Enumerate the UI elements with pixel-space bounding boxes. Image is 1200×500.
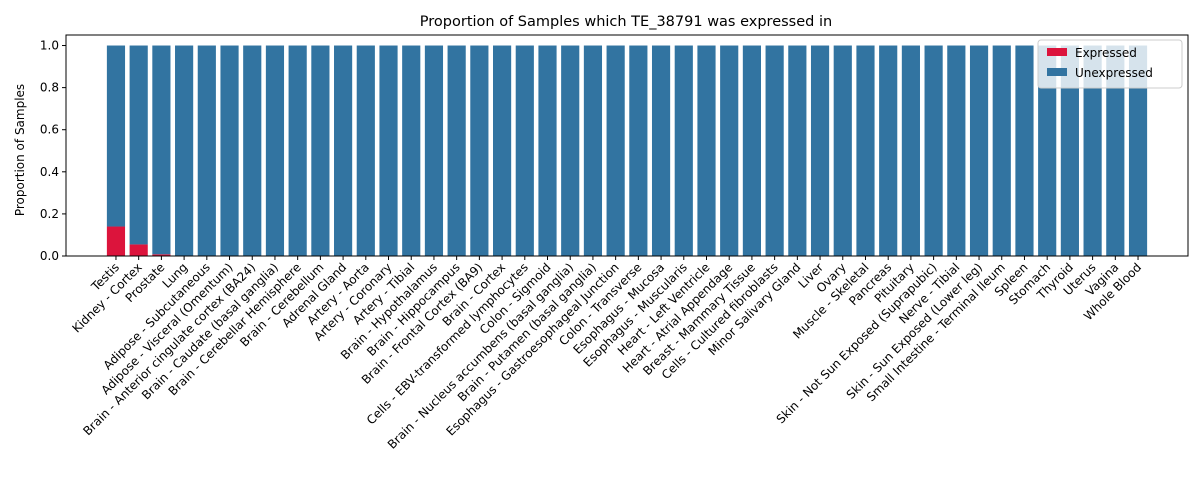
bar-unexpressed-18 [515, 45, 534, 256]
legend: Expressed Unexpressed [1037, 39, 1183, 89]
y-tick-label: 0.8 [40, 81, 59, 95]
legend-label-expressed: Expressed [1075, 46, 1137, 60]
bar-unexpressed-6 [243, 45, 262, 256]
bar-unexpressed-26 [697, 45, 716, 256]
y-axis-label: Proportion of Samples [13, 84, 27, 216]
bar-unexpressed-19 [538, 45, 557, 256]
y-tick-label: 0.0 [40, 249, 59, 263]
bar-unexpressed-14 [424, 45, 444, 256]
bar-unexpressed-2 [152, 45, 171, 255]
bar-unexpressed-30 [788, 45, 807, 256]
bar-unexpressed-16 [470, 45, 489, 256]
y-tick-label: 0.4 [40, 165, 59, 179]
legend-box [1037, 39, 1183, 89]
bar-unexpressed-33 [856, 45, 875, 256]
bar-unexpressed-7 [265, 45, 285, 256]
bar-unexpressed-25 [674, 45, 693, 256]
bar-unexpressed-43 [1083, 45, 1102, 256]
legend-swatch-unexpressed [1047, 68, 1067, 76]
plot-border [65, 34, 1189, 257]
bar-unexpressed-35 [901, 45, 920, 256]
bar-unexpressed-4 [197, 45, 216, 256]
y-tick-label: 1.0 [40, 39, 59, 53]
bar-unexpressed-24 [651, 45, 671, 256]
bar-unexpressed-32 [833, 45, 852, 256]
bar-unexpressed-36 [924, 45, 943, 256]
bar-unexpressed-45 [1128, 45, 1148, 256]
bar-unexpressed-20 [561, 45, 580, 256]
bar-unexpressed-23 [629, 45, 648, 256]
bar-unexpressed-10 [334, 45, 353, 256]
bar-unexpressed-28 [742, 45, 761, 256]
bar-unexpressed-13 [402, 45, 421, 256]
bar-unexpressed-15 [447, 45, 466, 256]
legend-label-unexpressed: Unexpressed [1075, 66, 1153, 80]
bar-unexpressed-40 [1015, 45, 1034, 256]
bar-unexpressed-1 [129, 45, 148, 245]
bar-unexpressed-34 [879, 45, 898, 256]
bar-unexpressed-31 [810, 45, 830, 256]
bar-unexpressed-29 [765, 45, 784, 256]
bar-unexpressed-9 [311, 45, 330, 256]
legend-swatch-expressed [1047, 48, 1067, 56]
bar-unexpressed-5 [220, 45, 239, 256]
bar-unexpressed-22 [606, 45, 625, 256]
y-tick-label: 0.6 [40, 123, 59, 137]
bar-unexpressed-11 [356, 45, 375, 256]
bar-unexpressed-39 [992, 45, 1011, 256]
y-axis: 0.0 0.2 0.4 0.6 0.8 1.0 [40, 39, 66, 263]
bar-expressed-2 [152, 254, 171, 256]
bar-unexpressed-38 [969, 45, 989, 256]
bar-unexpressed-42 [1060, 45, 1079, 256]
chart-title: Proportion of Samples which TE_38791 was… [420, 14, 832, 30]
plot-frame [65, 34, 1189, 257]
bar-unexpressed-41 [1038, 45, 1057, 256]
bars-layer [106, 45, 1148, 256]
bar-unexpressed-37 [947, 45, 966, 256]
y-tick-label: 0.2 [40, 207, 59, 221]
bar-unexpressed-17 [493, 45, 512, 256]
bar-expressed-0 [106, 226, 126, 256]
bar-unexpressed-27 [720, 45, 739, 256]
bar-expressed-1 [129, 244, 148, 256]
bar-unexpressed-44 [1106, 45, 1125, 256]
bar-unexpressed-8 [288, 45, 307, 256]
bar-unexpressed-21 [583, 45, 603, 256]
bar-unexpressed-12 [379, 45, 398, 256]
bar-unexpressed-3 [175, 45, 194, 256]
bar-unexpressed-0 [106, 45, 126, 227]
